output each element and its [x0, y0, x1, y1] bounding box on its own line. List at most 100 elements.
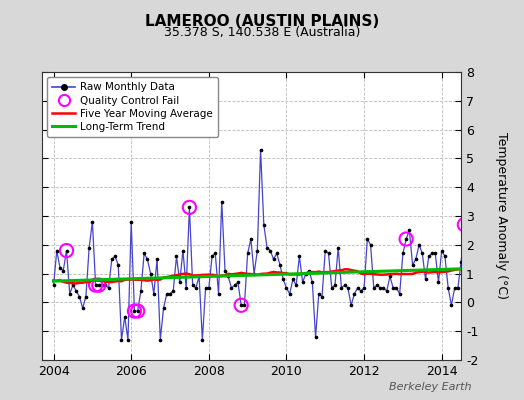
Point — [418, 250, 427, 257]
Point — [250, 270, 258, 277]
Point — [205, 285, 213, 291]
Point — [369, 285, 378, 291]
Point — [373, 282, 381, 288]
Point — [256, 146, 265, 153]
Point — [146, 270, 155, 277]
Point — [185, 204, 193, 210]
Point — [402, 236, 410, 242]
Point — [208, 253, 216, 260]
Point — [308, 279, 316, 286]
Point — [282, 285, 291, 291]
Point — [62, 247, 71, 254]
Point — [237, 302, 245, 308]
Point — [331, 282, 339, 288]
Point — [344, 285, 352, 291]
Point — [438, 247, 446, 254]
Point — [137, 288, 145, 294]
Point — [405, 227, 413, 234]
Point — [295, 253, 303, 260]
Point — [91, 282, 100, 288]
Point — [201, 285, 210, 291]
Point — [272, 250, 281, 257]
Point — [156, 337, 165, 343]
Point — [402, 236, 410, 242]
Point — [140, 250, 148, 257]
Point — [386, 273, 394, 280]
Point — [473, 279, 482, 286]
Point — [211, 250, 220, 257]
Point — [324, 250, 333, 257]
Point — [59, 268, 68, 274]
Point — [447, 302, 455, 308]
Point — [104, 285, 113, 291]
Point — [95, 282, 103, 288]
Point — [347, 302, 355, 308]
Point — [470, 265, 478, 271]
Point — [279, 276, 287, 282]
Point — [314, 290, 323, 297]
Text: Berkeley Earth: Berkeley Earth — [389, 382, 472, 392]
Point — [198, 337, 206, 343]
Point — [454, 285, 462, 291]
Point — [82, 294, 90, 300]
Point — [72, 288, 80, 294]
Text: LAMEROO (AUSTIN PLAINS): LAMEROO (AUSTIN PLAINS) — [145, 14, 379, 29]
Point — [408, 262, 417, 268]
Point — [363, 236, 372, 242]
Text: 35.378 S, 140.538 E (Australia): 35.378 S, 140.538 E (Australia) — [164, 26, 360, 39]
Point — [150, 290, 158, 297]
Point — [328, 285, 336, 291]
Point — [451, 285, 459, 291]
Point — [424, 253, 433, 260]
Point — [318, 294, 326, 300]
Point — [143, 256, 151, 262]
Point — [66, 290, 74, 297]
Point — [289, 276, 297, 282]
Point — [360, 285, 368, 291]
Point — [185, 204, 193, 210]
Point — [286, 290, 294, 297]
Point — [244, 250, 252, 257]
Point — [299, 279, 307, 286]
Point — [467, 279, 475, 286]
Point — [134, 308, 142, 314]
Point — [247, 236, 255, 242]
Point — [457, 259, 465, 265]
Point — [214, 290, 223, 297]
Point — [124, 337, 132, 343]
Point — [195, 273, 203, 280]
Point — [460, 222, 468, 228]
Point — [463, 250, 472, 257]
Point — [444, 285, 452, 291]
Point — [153, 256, 161, 262]
Point — [434, 279, 443, 286]
Point — [176, 279, 184, 286]
Point — [172, 253, 181, 260]
Point — [49, 282, 58, 288]
Point — [421, 276, 430, 282]
Point — [227, 285, 236, 291]
Point — [130, 308, 139, 314]
Point — [88, 218, 96, 225]
Point — [302, 270, 310, 277]
Point — [234, 279, 242, 286]
Point — [85, 244, 93, 251]
Point — [399, 250, 407, 257]
Y-axis label: Temperature Anomaly (°C): Temperature Anomaly (°C) — [495, 132, 508, 300]
Point — [237, 302, 245, 308]
Point — [350, 290, 358, 297]
Point — [305, 268, 313, 274]
Point — [263, 244, 271, 251]
Point — [101, 282, 110, 288]
Point — [117, 337, 126, 343]
Point — [292, 282, 300, 288]
Point — [366, 242, 375, 248]
Point — [276, 262, 284, 268]
Point — [79, 305, 87, 311]
Point — [159, 305, 168, 311]
Point — [415, 242, 423, 248]
Point — [269, 256, 278, 262]
Point — [240, 302, 248, 308]
Point — [441, 253, 449, 260]
Point — [389, 285, 397, 291]
